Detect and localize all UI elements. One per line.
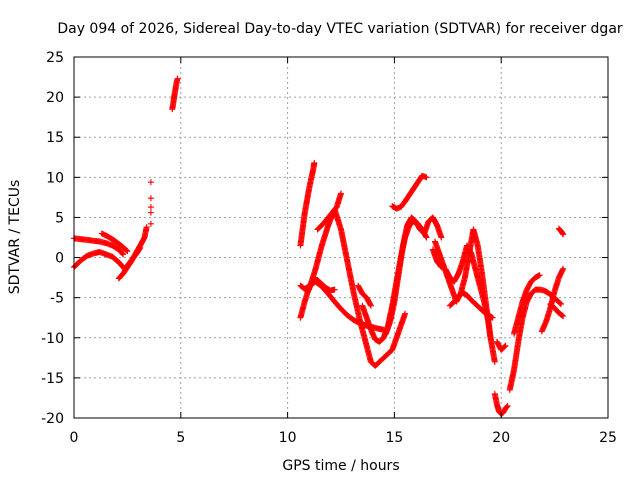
data-point xyxy=(120,251,127,258)
series-arc-early-e xyxy=(124,244,144,269)
x-tick-label: 5 xyxy=(176,430,185,446)
y-axis-title: SDTVAR / TECUs xyxy=(7,180,23,295)
data-point xyxy=(491,358,498,365)
series-arc-15.5 xyxy=(382,214,445,337)
y-tick-label: -5 xyxy=(50,291,64,307)
y-tick-label: 10 xyxy=(46,170,64,186)
data-point xyxy=(119,250,126,257)
x-tick-label: 0 xyxy=(70,430,79,446)
y-tick-label: 20 xyxy=(46,90,64,106)
series-arc-4.7 xyxy=(169,75,181,113)
data-point xyxy=(423,174,430,181)
series-arc-early-b xyxy=(71,235,127,258)
y-tick-label: -20 xyxy=(41,411,64,427)
data-point xyxy=(558,301,565,308)
data-points xyxy=(71,75,567,417)
y-tick-label: 15 xyxy=(46,130,64,146)
series-arc-17-b xyxy=(429,246,445,271)
x-axis-title: GPS time / hours xyxy=(282,458,399,474)
series-arc-18 xyxy=(446,289,496,321)
data-point xyxy=(338,190,344,197)
data-point xyxy=(502,342,509,349)
x-tick-label: 20 xyxy=(492,430,510,446)
x-tick-label: 15 xyxy=(385,430,403,446)
data-point xyxy=(560,265,567,272)
data-point xyxy=(438,234,445,241)
y-tick-label: 0 xyxy=(55,251,64,267)
data-point xyxy=(136,245,143,252)
data-point xyxy=(174,75,181,82)
data-point xyxy=(536,272,543,279)
axis-ticks: 0 5 10 15 20 25 -20 -15 -10 -5 0 5 10 15 20 25 xyxy=(41,50,617,446)
data-point xyxy=(147,179,154,186)
data-point xyxy=(147,220,154,227)
data-point xyxy=(559,312,566,319)
series-arc-early-c xyxy=(98,230,131,255)
series-arc-20 xyxy=(493,338,509,353)
series-arc-22.8 xyxy=(555,225,567,238)
data-point xyxy=(503,403,510,410)
data-point xyxy=(437,263,444,270)
data-point xyxy=(438,264,445,271)
data-point xyxy=(367,302,374,309)
y-tick-label: 25 xyxy=(46,50,64,66)
chart-title: Day 094 of 2026, Sidereal Day-to-day VTE… xyxy=(57,21,623,37)
data-point xyxy=(331,286,338,293)
series-arc-10.6-a xyxy=(297,159,318,249)
data-point xyxy=(487,334,494,341)
data-point xyxy=(147,204,154,211)
series-arc-22.3 xyxy=(547,301,567,320)
data-point xyxy=(557,300,564,307)
plot-frame xyxy=(73,56,609,419)
data-point xyxy=(423,234,430,241)
data-point xyxy=(501,343,508,350)
y-tick-label: -15 xyxy=(41,371,64,387)
series-arc-21 xyxy=(511,272,543,337)
series-arc-11.5 xyxy=(314,190,344,233)
data-point xyxy=(311,159,318,166)
data-point xyxy=(124,248,131,255)
data-point xyxy=(123,247,130,254)
x-tick-label: 10 xyxy=(279,430,297,446)
y-tick-label: 5 xyxy=(55,210,64,226)
data-point xyxy=(489,314,496,321)
series-arc-3.6 xyxy=(147,179,154,227)
series-arc-20.5 xyxy=(506,286,565,393)
data-point xyxy=(402,310,409,317)
data-point xyxy=(143,224,150,231)
data-point xyxy=(560,231,567,238)
series-arc-21.5 xyxy=(538,265,567,335)
data-point xyxy=(560,313,567,320)
x-tick-label: 25 xyxy=(599,430,617,446)
data-point xyxy=(147,209,154,216)
data-point xyxy=(147,195,154,202)
data-point xyxy=(504,402,511,409)
data-point xyxy=(137,244,144,251)
series-arc-19.7 xyxy=(491,390,511,417)
series-arc-15 xyxy=(389,172,430,212)
y-tick-label: -10 xyxy=(41,331,64,347)
series-arc-13.5-b xyxy=(355,282,374,309)
